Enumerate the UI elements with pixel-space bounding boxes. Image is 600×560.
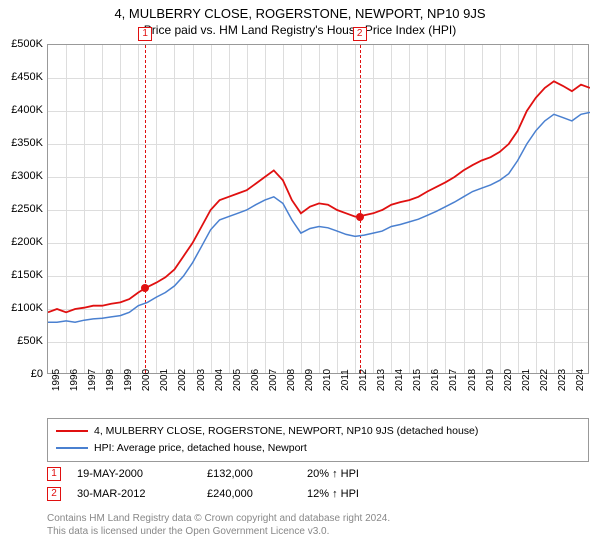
chart-plot-area: 12 [47, 44, 589, 374]
legend-label: 4, MULBERRY CLOSE, ROGERSTONE, NEWPORT, … [94, 425, 478, 437]
x-tick-label: 2006 [250, 369, 261, 391]
event-row-delta: 20% ↑ HPI [307, 468, 417, 480]
y-tick-label: £400K [3, 104, 43, 116]
x-tick-label: 2000 [141, 369, 152, 391]
x-tick-label: 2001 [159, 369, 170, 391]
x-tick-label: 2015 [412, 369, 423, 391]
x-tick-label: 2017 [448, 369, 459, 391]
chart-lines [48, 45, 590, 375]
x-tick-label: 2019 [485, 369, 496, 391]
x-tick-label: 1998 [105, 369, 116, 391]
x-tick-label: 2014 [394, 369, 405, 391]
x-tick-label: 2012 [358, 369, 369, 391]
footer-attribution: Contains HM Land Registry data © Crown c… [47, 512, 390, 538]
legend-item: HPI: Average price, detached house, Newp… [56, 440, 580, 457]
event-row-price: £240,000 [207, 488, 307, 500]
chart-legend: 4, MULBERRY CLOSE, ROGERSTONE, NEWPORT, … [47, 418, 589, 462]
x-tick-label: 2004 [214, 369, 225, 391]
event-row: 2 30-MAR-2012£240,00012% ↑ HPI [47, 484, 417, 504]
legend-label: HPI: Average price, detached house, Newp… [94, 442, 307, 454]
legend-swatch [56, 447, 88, 449]
y-tick-label: £250K [3, 203, 43, 215]
series-property [48, 81, 590, 312]
x-tick-label: 2005 [232, 369, 243, 391]
x-tick-label: 2007 [268, 369, 279, 391]
x-tick-label: 2002 [177, 369, 188, 391]
y-tick-label: £200K [3, 236, 43, 248]
x-tick-label: 2022 [539, 369, 550, 391]
event-row-date: 19-MAY-2000 [77, 468, 207, 480]
x-tick-label: 2011 [340, 369, 351, 391]
event-marker-box: 1 [138, 27, 152, 41]
x-tick-label: 1995 [51, 369, 62, 391]
y-tick-label: £500K [3, 38, 43, 50]
y-tick-label: £150K [3, 269, 43, 281]
x-tick-label: 2023 [557, 369, 568, 391]
y-tick-label: £300K [3, 170, 43, 182]
x-tick-label: 2018 [467, 369, 478, 391]
footer-line-1: Contains HM Land Registry data © Crown c… [47, 512, 390, 525]
y-tick-label: £100K [3, 302, 43, 314]
footer-line-2: This data is licensed under the Open Gov… [47, 525, 390, 538]
x-tick-label: 2024 [575, 369, 586, 391]
event-row-delta: 12% ↑ HPI [307, 488, 417, 500]
y-tick-label: £450K [3, 71, 43, 83]
x-tick-label: 2016 [430, 369, 441, 391]
chart-subtitle: Price paid vs. HM Land Registry's House … [0, 21, 600, 41]
event-row: 1 19-MAY-2000£132,00020% ↑ HPI [47, 464, 417, 484]
x-tick-label: 2003 [196, 369, 207, 391]
x-tick-label: 2021 [521, 369, 532, 391]
events-table: 1 19-MAY-2000£132,00020% ↑ HPI 2 30-MAR-201… [47, 464, 417, 504]
x-tick-label: 1996 [69, 369, 80, 391]
event-row-number: 2 [47, 487, 61, 501]
event-row-number: 1 [47, 467, 61, 481]
x-tick-label: 2020 [503, 369, 514, 391]
y-tick-label: £50K [3, 335, 43, 347]
event-marker-box: 2 [353, 27, 367, 41]
x-tick-label: 2008 [286, 369, 297, 391]
x-tick-label: 2009 [304, 369, 315, 391]
chart-title: 4, MULBERRY CLOSE, ROGERSTONE, NEWPORT, … [0, 0, 600, 21]
x-tick-label: 2013 [376, 369, 387, 391]
x-tick-label: 1999 [123, 369, 134, 391]
legend-item: 4, MULBERRY CLOSE, ROGERSTONE, NEWPORT, … [56, 423, 580, 440]
y-tick-label: £0 [3, 368, 43, 380]
event-row-date: 30-MAR-2012 [77, 488, 207, 500]
x-tick-label: 1997 [87, 369, 98, 391]
event-row-price: £132,000 [207, 468, 307, 480]
x-tick-label: 2010 [322, 369, 333, 391]
legend-swatch [56, 430, 88, 432]
y-tick-label: £350K [3, 137, 43, 149]
